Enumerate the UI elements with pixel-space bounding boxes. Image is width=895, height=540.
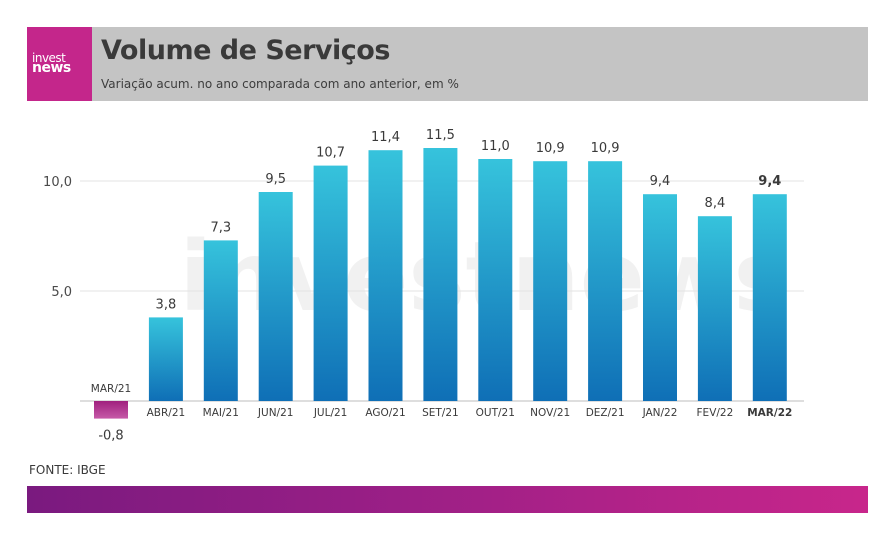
category-label: ABR/21 [147, 407, 186, 419]
value-label: 10,7 [316, 146, 345, 161]
chart-subtitle: Variação acum. no ano comparada com ano … [101, 77, 459, 91]
value-label: 11,0 [481, 139, 510, 154]
source-note: FONTE: IBGE [29, 463, 106, 477]
bar-jun-21 [258, 192, 293, 401]
category-label: MAR/21 [91, 383, 131, 395]
bar-ago-21 [368, 150, 403, 401]
value-label: 10,9 [536, 141, 565, 156]
category-label: NOV/21 [530, 407, 570, 419]
investnews-logo: invest news [27, 27, 92, 101]
bar-dez-21 [588, 161, 623, 401]
bar-jan-22 [643, 194, 677, 401]
bar-out-21 [478, 159, 513, 401]
category-label: AGO/21 [365, 407, 405, 419]
value-label: 9,4 [650, 174, 671, 189]
category-label: OUT/21 [476, 407, 515, 419]
value-label: 11,5 [426, 128, 455, 143]
value-label: 10,9 [591, 141, 620, 156]
bar-set-21 [423, 148, 458, 401]
category-label: DEZ/21 [586, 407, 625, 419]
category-label: SET/21 [422, 407, 459, 419]
bar-fev-22 [697, 216, 732, 401]
value-label: 3,8 [156, 297, 177, 312]
value-label: 7,3 [210, 220, 231, 235]
category-label: JAN/22 [642, 407, 678, 419]
chart-title: Volume de Serviços [101, 35, 390, 66]
y-tick-label: 5,0 [51, 285, 72, 300]
bar-nov-21 [533, 161, 568, 401]
bar-abr-21 [148, 317, 183, 401]
bar-mar-22 [752, 194, 787, 401]
y-tick-label: 10,0 [43, 175, 72, 190]
category-label: MAI/21 [203, 407, 239, 419]
value-label: -0,8 [98, 429, 123, 444]
footer-gradient-bar [27, 486, 868, 513]
value-label: 11,4 [371, 130, 400, 145]
logo-text-bottom: news [32, 60, 71, 76]
category-label: JUL/21 [313, 407, 348, 419]
chart-header: invest news Volume de Serviços Variação … [27, 27, 868, 101]
bar-mar-21 [94, 401, 128, 419]
logo-text-top: invest [32, 51, 66, 65]
value-label: 9,5 [265, 172, 286, 187]
category-label: JUN/21 [257, 407, 294, 419]
bar-jul-21 [313, 165, 348, 401]
bar-mai-21 [203, 240, 238, 401]
category-label: FEV/22 [697, 407, 734, 419]
value-label: 9,4 [758, 174, 781, 189]
value-label: 8,4 [705, 196, 726, 211]
category-label: MAR/22 [747, 407, 792, 419]
